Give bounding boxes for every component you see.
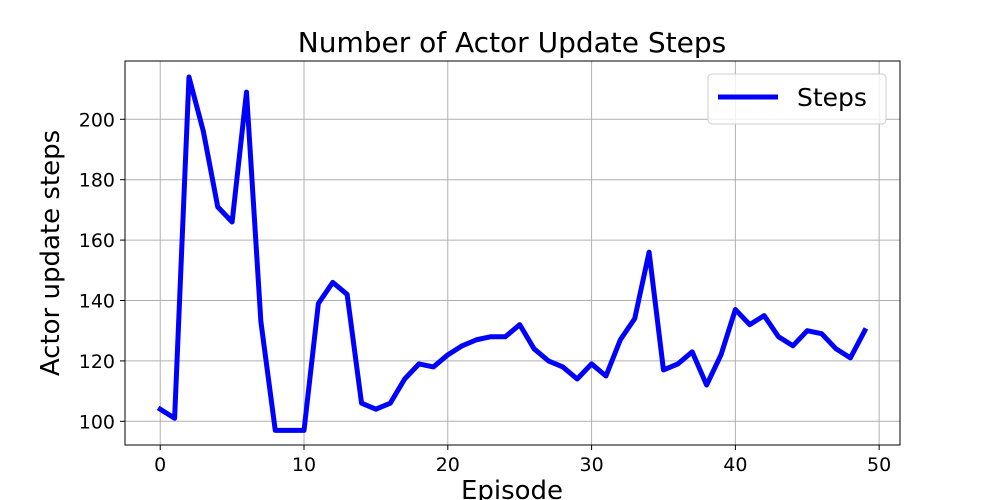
y-tick-label: 180: [79, 170, 115, 192]
chart-title: Number of Actor Update Steps: [298, 26, 727, 59]
x-axis-label: Episode: [461, 476, 563, 500]
y-tick-label: 100: [79, 411, 115, 433]
x-tick-label: 40: [723, 454, 747, 476]
x-axis-ticks: 0 10 20 30 40 50: [154, 445, 891, 476]
series-line-steps: [156, 74, 869, 433]
y-tick-label: 200: [79, 109, 115, 131]
x-tick-label: 0: [154, 454, 166, 476]
series-layer: [156, 74, 869, 433]
legend: Steps: [707, 73, 887, 125]
y-tick-label: 140: [79, 290, 115, 312]
x-tick-label: 30: [579, 454, 603, 476]
y-axis-ticks: 100 120 140 160 180 200: [79, 109, 125, 433]
x-tick-label: 10: [292, 454, 316, 476]
legend-box: [707, 73, 887, 125]
y-tick-label: 160: [79, 230, 115, 252]
y-tick-label: 120: [79, 351, 115, 373]
legend-label-steps: Steps: [797, 83, 867, 112]
x-tick-label: 20: [436, 454, 460, 476]
x-tick-label: 50: [867, 454, 891, 476]
y-axis-label: Actor update steps: [36, 130, 66, 376]
plot-frame: [124, 60, 901, 446]
